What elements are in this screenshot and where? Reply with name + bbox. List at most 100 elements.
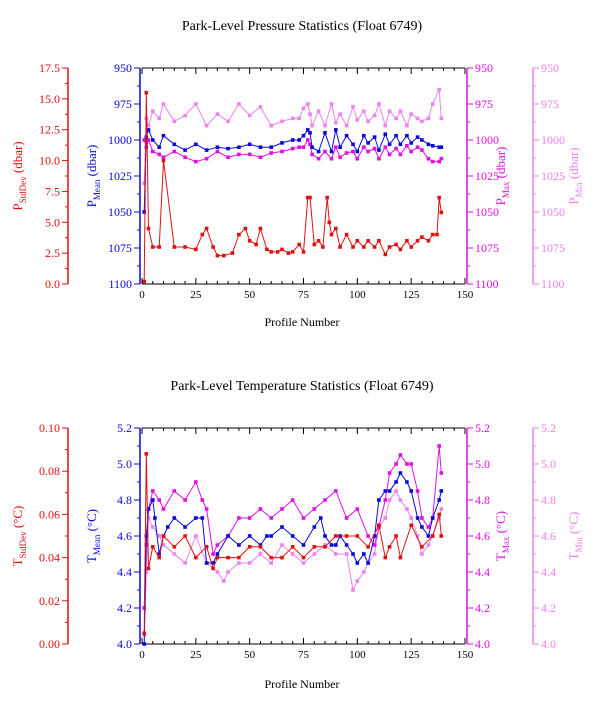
pressure-stddev-data-point <box>230 251 235 255</box>
pressure-stddev-data-point <box>265 247 269 252</box>
pressure-min-axis-label-sub: Min <box>574 182 584 198</box>
temperature-max-axis-label: TMax (°C) <box>493 511 511 561</box>
temperature-mean-data-point <box>153 516 157 520</box>
temperature-mean-tick-label: 4.2 <box>117 601 132 615</box>
temperature-max-data-point <box>415 489 420 493</box>
temperature-stddev-data-point <box>437 512 441 517</box>
pressure-min-data-point <box>310 123 314 128</box>
pressure-max-data-point <box>280 149 284 154</box>
pressure-min-data-point <box>237 102 241 106</box>
temperature-stddev-tick-label: 0.08 <box>39 464 60 478</box>
temperature-max-data-point <box>161 507 166 511</box>
temperature-min-data-point <box>415 534 420 538</box>
temperature-min-data-point <box>372 552 377 556</box>
temperature-mean-tick-label: 5.2 <box>117 421 132 435</box>
pressure-stddev-data-point <box>222 253 226 258</box>
temperature-max-data-point <box>215 543 220 547</box>
temperature-min-data-point <box>312 552 317 556</box>
pressure-mean-data-point <box>226 146 230 151</box>
pressure-max-axis-label-sub: Max <box>501 181 511 198</box>
temperature-mean-axis-label: TMean (°C) <box>84 509 102 563</box>
temperature-max-tick-label: 4.6 <box>475 529 490 543</box>
temperature-max-data-point <box>258 507 263 511</box>
pressure-max-data-point <box>323 149 327 154</box>
temperature-min-data-point <box>290 552 295 556</box>
pressure-min-data-point <box>405 123 409 128</box>
temperature-min-data-point <box>144 570 149 574</box>
pressure-stddev-data-point <box>254 242 258 247</box>
pressure-mean-data-point <box>323 131 327 135</box>
pressure-mean-tick-label: 1075 <box>108 241 132 255</box>
temperature-stddev-data-point <box>355 534 360 538</box>
pressure-stddev-data-point <box>439 210 444 215</box>
temperature-mean-data-point <box>437 498 441 502</box>
temperature-mean-data-point <box>157 552 161 556</box>
temperature-stddev-axis-label-units: (°C) <box>10 506 25 532</box>
temperature-min-series-line <box>143 490 442 636</box>
pressure-mean-data-point <box>204 148 209 152</box>
pressure-min-data-point <box>204 123 209 128</box>
temperature-stddev-data-point <box>146 566 151 571</box>
pressure-stddev-tick-label: 7.5 <box>45 184 60 198</box>
pressure-mean-data-point <box>377 148 381 152</box>
temperature-min-data-point <box>344 552 349 556</box>
temperature-stddev-data-point <box>301 555 306 560</box>
pressure-max-data-point <box>301 145 306 149</box>
pressure-stddev-data-point <box>275 250 280 254</box>
temperature-mean-data-point <box>142 642 146 646</box>
pressure-stddev-tick-label: 12.5 <box>39 123 60 137</box>
pressure-x-tick-label: 25 <box>190 289 202 301</box>
pressure-min-data-point <box>355 118 360 122</box>
temperature-x-tick-label: 25 <box>190 649 202 661</box>
pressure-max-data-point <box>344 151 349 155</box>
temperature-mean-data-point <box>329 543 334 547</box>
pressure-mean-data-point <box>142 210 146 214</box>
pressure-min-tick-label: 1000 <box>541 133 565 147</box>
pressure-stddev-data-point <box>215 253 220 258</box>
temperature-x-tick-label: 100 <box>349 649 366 661</box>
pressure-stddev-data-point <box>204 226 209 231</box>
pressure-max-data-point <box>215 149 220 154</box>
pressure-stddev-data-point <box>151 245 155 249</box>
pressure-max-tick-label: 1050 <box>475 205 499 219</box>
pressure-min-data-point <box>308 112 312 116</box>
temperature-max-data-point <box>237 516 241 520</box>
temperature-min-data-point <box>194 534 198 538</box>
temperature-x-tick-label: 0 <box>139 649 145 661</box>
temperature-max-data-point <box>405 462 409 466</box>
pressure-mean-tick-label: 975 <box>114 97 132 111</box>
temperature-mean-data-point <box>398 471 403 475</box>
temperature-min-data-point <box>151 525 155 529</box>
temperature-min-tick-label: 5.0 <box>541 457 556 471</box>
temperature-min-data-point <box>355 579 360 583</box>
pressure-x-tick-label: 100 <box>349 289 366 301</box>
temperature-max-data-point <box>301 516 306 520</box>
pressure-x-tick-label: 50 <box>244 289 256 301</box>
temperature-max-data-point <box>200 498 205 502</box>
pressure-max-data-point <box>172 149 177 154</box>
pressure-max-data-point <box>430 159 435 164</box>
temperature-stddev-axis-label: TStdDev (°C) <box>10 506 28 567</box>
temperature-mean-data-point <box>415 516 420 520</box>
pressure-min-tick-label: 975 <box>541 97 559 111</box>
pressure-stddev-data-point <box>351 245 355 249</box>
temperature-mean-data-point <box>144 534 149 538</box>
temperature-max-data-point <box>172 489 177 493</box>
pressure-chart-title: Park-Level Pressure Statistics (Float 67… <box>182 19 423 34</box>
pressure-mean-data-point <box>372 135 377 139</box>
temperature-max-data-point <box>439 471 444 475</box>
temperature-min-data-point <box>269 561 273 565</box>
pressure-max-data-point <box>387 152 392 157</box>
temperature-stddev-data-point <box>383 555 388 560</box>
pressure-stddev-data-point <box>394 242 398 247</box>
temperature-stddev-tick-label: 0.10 <box>39 421 60 435</box>
temperature-stddev-data-point <box>377 523 381 527</box>
pressure-min-data-point <box>430 102 435 106</box>
pressure-max-data-point <box>372 146 377 151</box>
pressure-max-tick-label: 1100 <box>475 277 499 291</box>
pressure-max-data-point <box>420 148 424 152</box>
temperature-min-data-point <box>157 534 161 538</box>
pressure-x-tick-label: 75 <box>298 289 310 301</box>
temperature-x-axis-label: Profile Number <box>265 677 340 691</box>
temperature-max-tick-label: 4.4 <box>475 565 490 579</box>
